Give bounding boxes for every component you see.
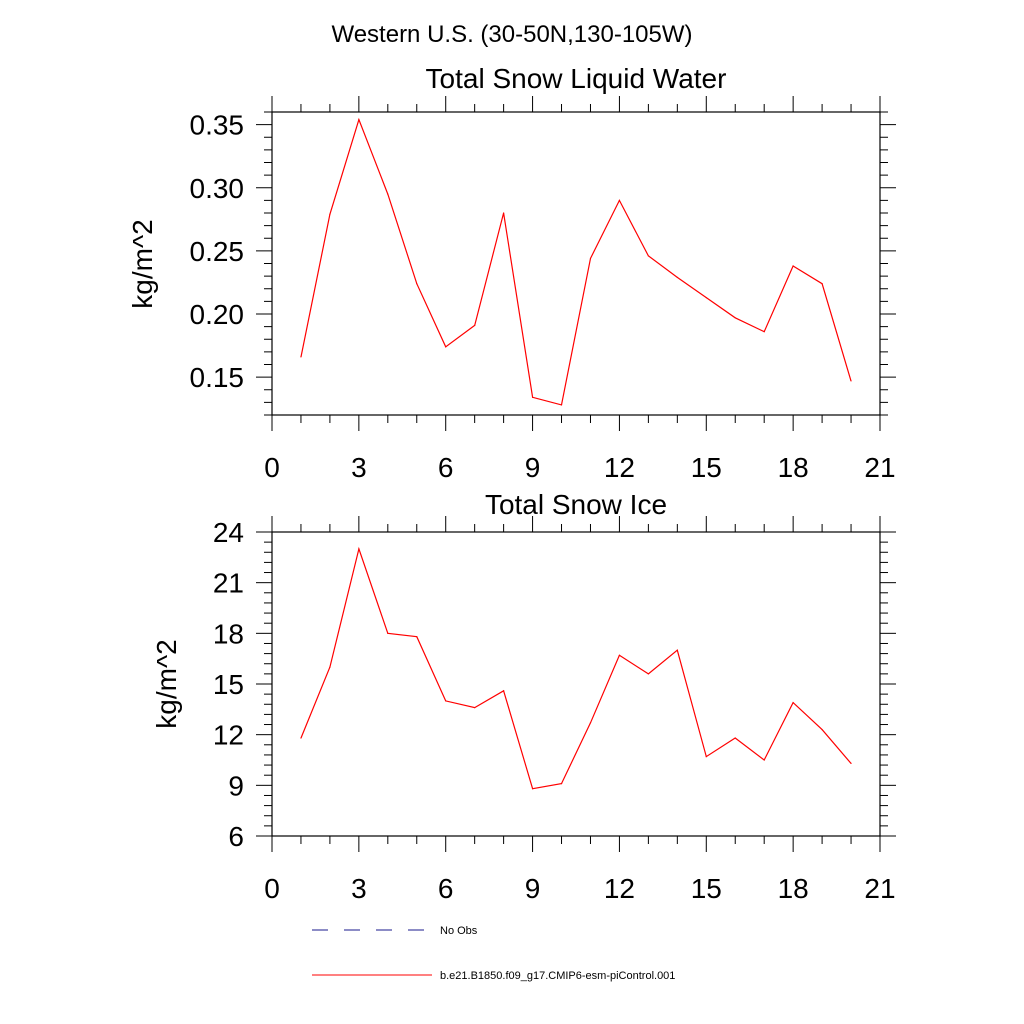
y-tick-label: 0.15 xyxy=(190,362,245,393)
y-tick-label: 24 xyxy=(213,517,244,548)
data-point xyxy=(647,673,649,675)
data-point xyxy=(560,404,563,406)
data-point xyxy=(300,356,302,358)
y-axis-label: kg/m^2 xyxy=(127,219,158,308)
data-point xyxy=(329,213,331,215)
data-point xyxy=(705,296,707,299)
data-point xyxy=(821,729,823,731)
data-point xyxy=(792,701,794,704)
data-point xyxy=(416,636,418,638)
y-tick-label: 21 xyxy=(213,568,244,599)
data-point xyxy=(503,690,505,692)
series-line xyxy=(300,117,852,406)
data-point xyxy=(531,788,534,790)
y-tick-label: 0.30 xyxy=(190,173,245,204)
data-point xyxy=(850,380,852,382)
panel-title: Total Snow Liquid Water xyxy=(426,63,727,94)
x-tick-label: 0 xyxy=(264,452,280,483)
data-point xyxy=(387,193,389,195)
data-point xyxy=(358,118,360,121)
data-point xyxy=(474,324,476,326)
legend-item: b.e21.B1850.f09_g17.CMIP6-esm-piControl.… xyxy=(312,970,675,982)
x-tick-label: 18 xyxy=(778,873,809,904)
data-point xyxy=(589,722,592,724)
plot-frame xyxy=(271,111,881,416)
y-tick-label: 0.35 xyxy=(190,110,245,141)
y-tick-label: 18 xyxy=(213,618,244,649)
x-tick-label: 12 xyxy=(604,873,635,904)
data-point xyxy=(821,283,823,285)
legend: No Obs b.e21.B1850.f09_g17.CMIP6-esm-piCo… xyxy=(312,925,675,982)
data-point xyxy=(676,276,678,278)
data-point xyxy=(618,199,621,201)
x-tick-label: 9 xyxy=(525,452,541,483)
data-point xyxy=(734,737,736,739)
x-tick-label: 21 xyxy=(864,873,895,904)
x-tick-label: 0 xyxy=(264,873,280,904)
y-tick-label: 6 xyxy=(228,821,244,852)
data-point xyxy=(734,317,736,319)
y-tick-label: 15 xyxy=(213,669,244,700)
x-tick-label: 15 xyxy=(691,452,722,483)
plot-frame xyxy=(271,531,881,837)
data-point xyxy=(503,212,505,214)
data-point xyxy=(850,762,852,764)
data-point xyxy=(705,756,707,758)
data-point xyxy=(445,700,447,702)
chart-panel-2: Total Snow Ice kg/m^2 0 3 6 9 12 15 18 21 6 9 12 15 18… xyxy=(151,489,896,904)
data-point xyxy=(763,759,765,761)
x-tick-label: 12 xyxy=(604,452,635,483)
x-tick-label: 18 xyxy=(778,452,809,483)
data-point xyxy=(387,632,389,634)
data-point xyxy=(647,255,649,257)
y-tick-label: 0.20 xyxy=(190,299,245,330)
x-tick-label: 21 xyxy=(864,452,895,483)
x-tick-label: 9 xyxy=(525,873,541,904)
y-axis-label: kg/m^2 xyxy=(151,639,182,728)
chart-panel-1: Total Snow Liquid Water kg/m^2 0 3 6 9 12 15 18 2… xyxy=(127,63,896,483)
data-point xyxy=(531,396,534,398)
data-point xyxy=(416,283,418,285)
x-tick-label: 3 xyxy=(351,452,367,483)
legend-label: No Obs xyxy=(440,925,478,937)
series-line xyxy=(300,546,852,790)
data-point xyxy=(474,707,476,709)
panels: Total Snow Liquid Water kg/m^2 0 3 6 9 12 15 18 2… xyxy=(127,63,896,904)
legend-item: No Obs xyxy=(312,925,478,937)
x-tick-label: 6 xyxy=(438,873,454,904)
legend-label: b.e21.B1850.f09_g17.CMIP6-esm-piControl.… xyxy=(440,970,675,982)
y-tick-label: 9 xyxy=(228,770,244,801)
panel-title: Total Snow Ice xyxy=(485,489,667,520)
data-point xyxy=(676,649,678,651)
data-point xyxy=(300,737,302,739)
data-point xyxy=(560,783,563,785)
x-tick-label: 15 xyxy=(691,873,722,904)
data-point xyxy=(589,257,592,260)
data-point xyxy=(792,265,794,267)
data-point xyxy=(358,548,360,550)
data-point xyxy=(618,654,621,656)
y-tick-label: 12 xyxy=(213,720,244,751)
x-tick-label: 3 xyxy=(351,873,367,904)
data-point xyxy=(329,666,331,668)
figure-title: Western U.S. (30-50N,130-105W) xyxy=(331,21,692,48)
y-tick-label: 0.25 xyxy=(190,236,245,267)
x-tick-label: 6 xyxy=(438,452,454,483)
data-point xyxy=(445,346,447,348)
data-point xyxy=(763,331,765,333)
